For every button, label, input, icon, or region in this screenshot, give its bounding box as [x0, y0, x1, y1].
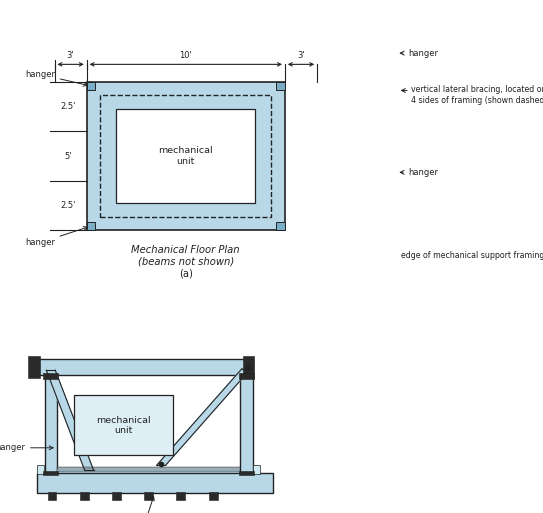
Bar [243, 356, 254, 378]
Bar [87, 82, 96, 90]
Bar [37, 465, 44, 474]
Text: 2.5': 2.5' [60, 201, 76, 210]
Text: mechanical
support framing: mechanical support framing [109, 497, 176, 513]
Bar [239, 471, 254, 475]
Text: 2.5': 2.5' [60, 102, 76, 111]
Text: floor framing above supports: floor framing above supports [0, 512, 1, 513]
Text: Mechanical Floor Plan
(beams not shown): Mechanical Floor Plan (beams not shown) [131, 245, 240, 267]
Text: hanger: hanger [25, 227, 87, 247]
Bar [252, 465, 260, 474]
Text: 3': 3' [297, 51, 305, 60]
Text: vertical lateral bracing beyond: vertical lateral bracing beyond [0, 512, 1, 513]
Bar [80, 492, 89, 500]
Bar [241, 375, 252, 473]
Bar [57, 469, 241, 470]
Text: 5': 5' [65, 151, 72, 161]
Text: mechanical
unit: mechanical unit [97, 416, 151, 435]
Text: vertical lateral bracing, located on
4 sides of framing (shown dashed): vertical lateral bracing, located on 4 s… [411, 85, 543, 105]
Bar [112, 492, 121, 500]
Bar [87, 82, 285, 230]
Text: hanger: hanger [400, 49, 439, 57]
Text: mechanical
unit: mechanical unit [159, 146, 213, 166]
Text: hanger: hanger [25, 70, 87, 86]
Bar [43, 471, 59, 475]
Text: hanger: hanger [400, 168, 439, 177]
Text: hanger: hanger [0, 443, 53, 452]
Text: 3': 3' [67, 51, 74, 60]
Text: hanger: hanger [0, 512, 1, 513]
Bar [176, 492, 185, 500]
Bar [276, 222, 285, 230]
Bar [87, 222, 96, 230]
Text: (a): (a) [179, 269, 193, 279]
Bar [48, 492, 56, 500]
Text: floor grating: floor grating [0, 512, 1, 513]
Bar [276, 82, 285, 90]
Bar [74, 395, 173, 456]
Polygon shape [46, 370, 93, 470]
Bar [209, 492, 218, 500]
Bar [100, 95, 272, 216]
Text: edge of mechanical support framing: edge of mechanical support framing [401, 251, 543, 260]
Bar [28, 356, 40, 378]
Bar [144, 492, 153, 500]
Bar [57, 467, 241, 468]
Text: 10': 10' [179, 51, 192, 60]
Bar [116, 109, 255, 203]
Bar [45, 375, 57, 473]
Polygon shape [156, 368, 251, 465]
Bar [43, 373, 59, 379]
Bar [37, 473, 273, 493]
Bar [30, 359, 252, 375]
Bar [239, 373, 254, 379]
Bar [57, 471, 241, 473]
